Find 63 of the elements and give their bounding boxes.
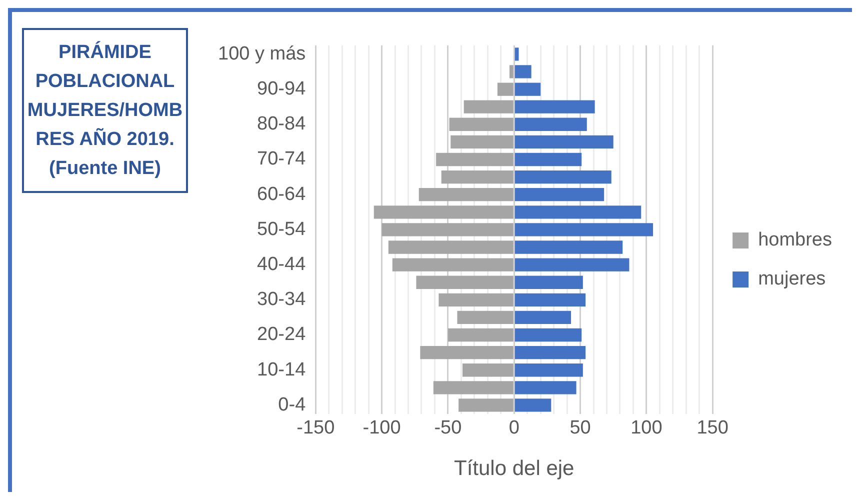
bar (514, 65, 532, 78)
y-tick-label: 20-24 (257, 324, 306, 346)
bar (497, 82, 514, 96)
bar (514, 223, 654, 236)
bar (464, 100, 514, 114)
y-tick-label: 90-94 (257, 78, 306, 100)
bar (382, 223, 514, 236)
x-axis-title: Título del eje (454, 457, 574, 480)
x-tick-label: -150 (296, 418, 335, 439)
bar (416, 276, 514, 289)
bar (514, 398, 552, 412)
bar (514, 276, 583, 289)
bar (514, 206, 642, 219)
x-tick-label: 100 (630, 418, 662, 439)
x-tick-label: 50 (570, 418, 591, 439)
legend-label: hombres (758, 230, 832, 251)
bar (509, 65, 514, 78)
text: PIRÁMIDE POBLACIONAL MUJERES/HOMBRES AÑO 2019. (Fuente INE) (22, 28, 188, 193)
bar (457, 310, 514, 324)
bar (420, 346, 514, 360)
bar (514, 310, 572, 324)
bar (514, 82, 541, 96)
y-tick-label: 70-74 (257, 148, 306, 170)
x-tick-label: -50 (434, 418, 462, 439)
bar (514, 118, 587, 131)
bar (514, 152, 582, 166)
bar (448, 328, 514, 342)
y-tick-label: 60-64 (257, 184, 306, 205)
bar (418, 188, 514, 202)
bar (436, 152, 514, 166)
y-tick-label: 0-4 (278, 394, 306, 416)
x-tick-label: 0 (508, 418, 520, 439)
bar (514, 381, 576, 394)
bar (514, 188, 604, 202)
y-tick-label: 50-54 (257, 218, 306, 240)
y-tick-label: 10-14 (257, 359, 306, 380)
bar (450, 135, 514, 149)
bar (514, 346, 586, 360)
bar (441, 170, 514, 184)
bar (514, 240, 623, 254)
bar (438, 293, 514, 306)
bar (449, 118, 514, 131)
bar (514, 328, 582, 342)
x-tick-label: 150 (696, 418, 728, 439)
bar (392, 258, 514, 272)
bar (514, 48, 519, 61)
bar (514, 293, 586, 306)
bar (514, 170, 612, 184)
y-tick-label: 100 y más (218, 43, 306, 64)
bar (514, 135, 614, 149)
bar (514, 364, 583, 377)
bar (374, 206, 514, 219)
bar (514, 100, 595, 114)
x-tick-label: -100 (362, 418, 401, 439)
y-tick-label: 80-84 (257, 114, 306, 135)
bar (462, 364, 514, 377)
bar (514, 258, 630, 272)
y-tick-label: 30-34 (257, 289, 306, 310)
y-tick-label: 40-44 (257, 254, 306, 276)
legend-label: mujeres (758, 268, 826, 290)
bar (458, 398, 514, 412)
bar (433, 381, 514, 394)
bar (388, 240, 514, 254)
